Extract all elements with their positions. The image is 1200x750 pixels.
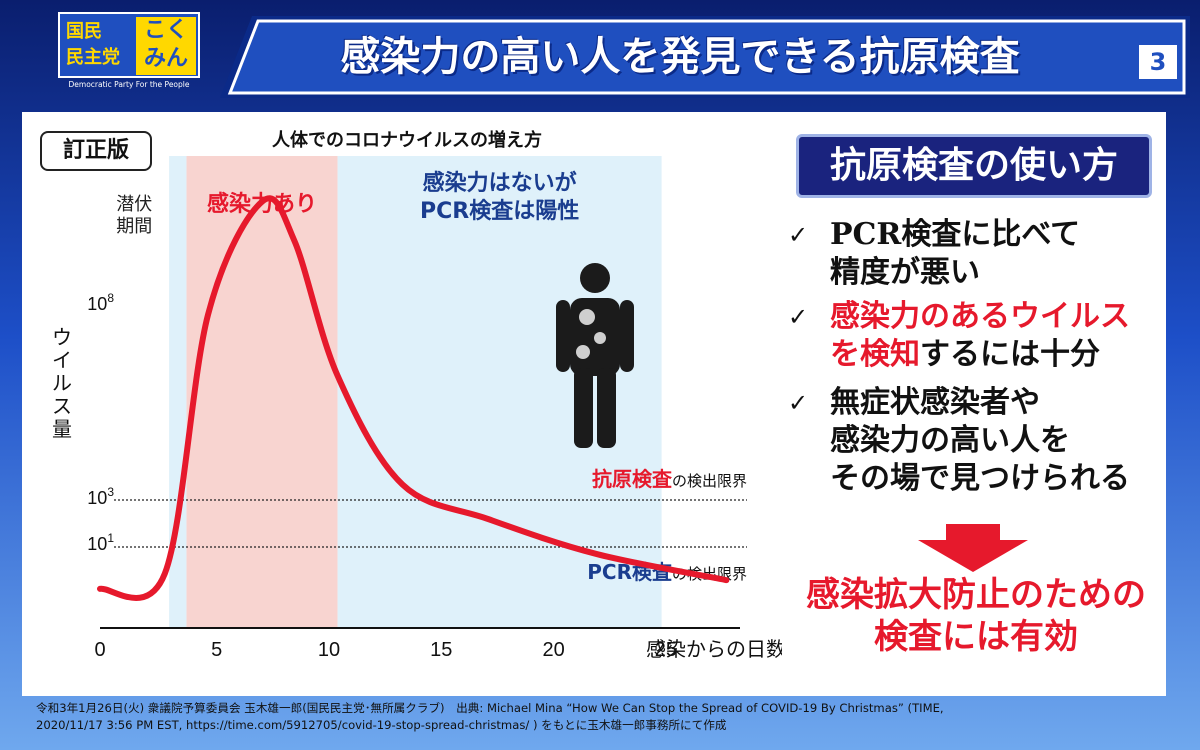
x-tick-label: 15 <box>430 639 452 661</box>
revision-badge: 訂正版 <box>40 131 152 171</box>
party-logo: 国民 民主党 こく みん Democratic Party For the Pe… <box>58 12 200 94</box>
title-bar-shape <box>220 16 1190 98</box>
content-panel: 潜伏 期間 感染力あり 感染力はないが PCR検査は陽性 人体でのコロナウイルスの増え方ウ… <box>22 112 1166 696</box>
source-footer: 令和3年1月26日(火) 衆議院予算委員会 玉木雄一郎(国民民主党･無所属クラブ… <box>36 700 1186 734</box>
x-tick-label: 20 <box>542 639 564 661</box>
y-axis-label-char: イ <box>52 348 72 372</box>
y-axis-label-char: ス <box>52 394 72 418</box>
virus-load-curve <box>97 195 730 601</box>
logo-kana1: こく <box>143 18 188 43</box>
chart-title: 人体でのコロナウイルスの増え方 <box>272 129 542 151</box>
bullet-1-line-1: PCR検査に比べて <box>830 217 1081 252</box>
x-axis-label: 感染からの日数 <box>646 637 782 661</box>
x-tick-label: 25 <box>655 639 677 661</box>
threshold-label-0: 抗原検査の検出限界 <box>592 467 747 491</box>
y-tick-label: 108 <box>87 291 114 314</box>
y-tick-label: 101 <box>87 531 114 554</box>
footer-line-2: 2020/11/17 3:56 PM EST, https://time.com… <box>36 718 727 732</box>
conclusion-line-1: 感染拡大防止のための <box>806 575 1146 615</box>
bullet-2-emph: を検知 <box>830 337 920 372</box>
region-band-edge <box>169 156 187 628</box>
check-icon: ✓ <box>788 221 809 249</box>
usage-title: 抗原検査の使い方 <box>796 134 1152 198</box>
down-arrow-icon <box>918 524 1028 572</box>
y-tick-label: 103 <box>87 485 114 508</box>
title-bar: 感染力の高い人を発見できる抗原検査 3 <box>218 14 1192 100</box>
y-axis-label-char: ル <box>52 371 72 395</box>
virus-load-chart: 潜伏期間感染力あり感染力はないがPCR検査は陽性人体でのコロナウイルスの増え方ウ… <box>52 129 782 661</box>
y-axis-label-char: 量 <box>52 417 72 441</box>
conclusion-line-2: 検査には有効 <box>874 617 1078 657</box>
bullet-2-rest: するには十分 <box>920 337 1100 372</box>
logo-line1: 国民 <box>66 21 102 42</box>
bullet-2-line-1: 感染力のあるウイルス <box>830 299 1130 334</box>
conclusion: 感染拡大防止のための 検査には有効 <box>788 574 1164 658</box>
person-icon <box>556 263 634 448</box>
region-label-0-1: 期間 <box>116 216 152 237</box>
region-label-0-0: 潜伏 <box>116 194 152 215</box>
region-label-2-1: PCR検査は陽性 <box>420 199 579 224</box>
x-tick-label: 10 <box>318 639 340 661</box>
region-label-2-0: 感染力はないが <box>423 170 577 196</box>
check-icon: ✓ <box>788 389 809 417</box>
x-tick-label: 0 <box>94 639 105 661</box>
logo-line2: 民主党 <box>66 47 120 68</box>
region-band-1 <box>186 156 338 628</box>
bullet-3-line-2: 感染力の高い人を <box>830 423 1070 458</box>
y-axis-label-char: ウ <box>52 325 72 349</box>
logo-kana2: みん <box>143 46 188 71</box>
bullet-1-line-2: 精度が悪い <box>830 255 980 290</box>
logo-box: 国民 民主党 こく みん <box>58 12 200 78</box>
check-icon: ✓ <box>788 303 809 331</box>
x-tick-label: 5 <box>211 639 222 661</box>
bullet-3-line-3: その場で見つけられる <box>830 461 1130 496</box>
page-title: 感染力の高い人を発見できる抗原検査 <box>340 34 1020 80</box>
page-number: 3 <box>1136 42 1180 82</box>
bullet-3-line-1: 無症状感染者や <box>830 385 1040 420</box>
logo-tagline: Democratic Party For the People <box>68 80 190 89</box>
footer-line-1: 令和3年1月26日(火) 衆議院予算委員会 玉木雄一郎(国民民主党･無所属クラブ… <box>36 701 944 715</box>
